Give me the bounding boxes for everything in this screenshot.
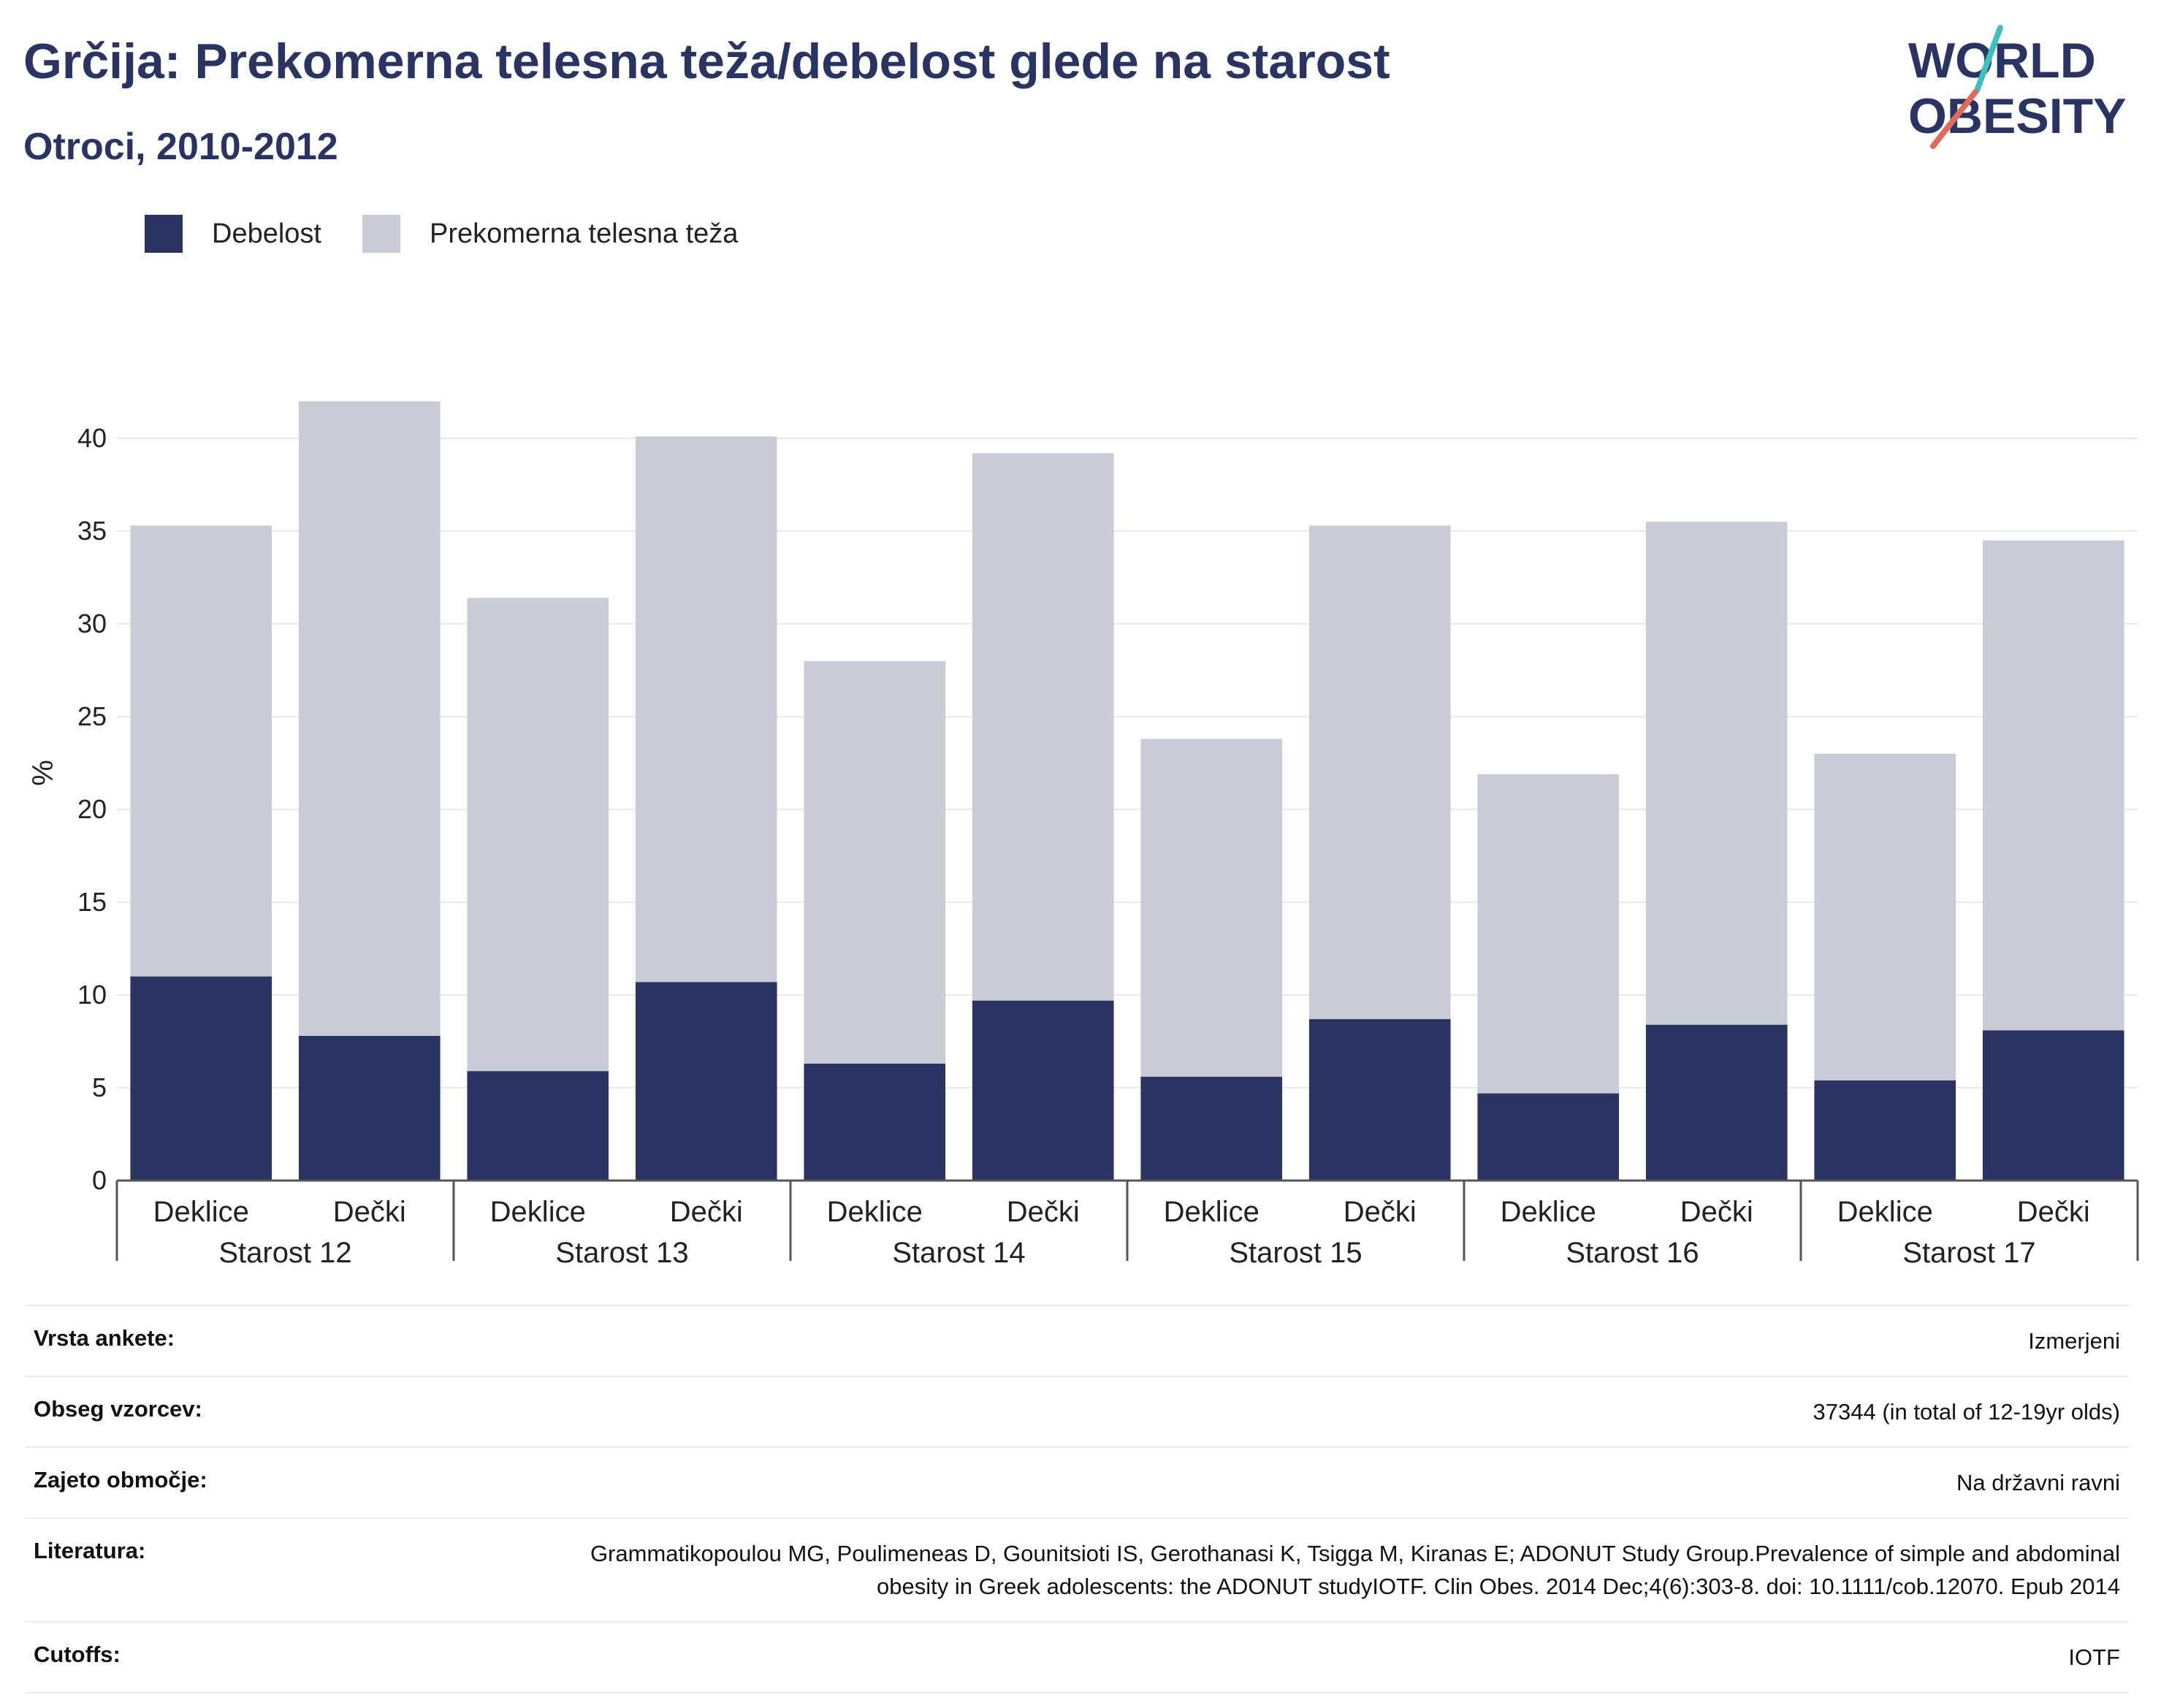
bar-obesity[interactable] bbox=[1982, 1030, 2124, 1181]
x-subcategory-label: Deklice bbox=[1501, 1196, 1596, 1228]
y-tick-label: 25 bbox=[77, 701, 107, 731]
bar-overweight[interactable] bbox=[1140, 739, 1283, 1077]
bar-obesity[interactable] bbox=[972, 1000, 1114, 1181]
bar-overweight[interactable] bbox=[1645, 522, 1788, 1025]
info-row-sample-size: Obseg vzorcev: 37344 (in total of 12-19y… bbox=[25, 1375, 2129, 1446]
y-tick-label: 10 bbox=[77, 980, 107, 1010]
info-label: Cutoffs: bbox=[34, 1641, 121, 1667]
grid-lines bbox=[117, 438, 2138, 1089]
chart-subtitle: Otroci, 2010-2012 bbox=[23, 126, 338, 168]
bar-overweight[interactable] bbox=[1982, 540, 2124, 1031]
survey-info-table: Vrsta ankete: Izmerjeni Obseg vzorcev: 3… bbox=[25, 1305, 2129, 1693]
logo-slash-coral bbox=[1930, 89, 1978, 149]
bar-obesity[interactable] bbox=[1645, 1024, 1788, 1181]
bar-overweight[interactable] bbox=[1814, 753, 1956, 1080]
bar-obesity[interactable] bbox=[1477, 1093, 1620, 1181]
bar-obesity[interactable] bbox=[804, 1063, 946, 1181]
bar-obesity[interactable] bbox=[298, 1035, 441, 1181]
legend-label-obesity: Debelost bbox=[212, 218, 321, 249]
info-label: Zajeto območje: bbox=[34, 1466, 207, 1492]
bar-obesity[interactable] bbox=[1814, 1080, 1956, 1181]
x-group-label: Starost 17 bbox=[1902, 1237, 2035, 1269]
info-label: Obseg vzorcev: bbox=[34, 1395, 202, 1422]
bar-overweight[interactable] bbox=[130, 525, 272, 977]
x-subcategory-label: Deklice bbox=[827, 1196, 923, 1228]
bar-obesity[interactable] bbox=[635, 982, 777, 1181]
bar-obesity[interactable] bbox=[1308, 1019, 1451, 1181]
x-subcategory-label: Dečki bbox=[1680, 1196, 1753, 1228]
logo-line1: WORLD bbox=[1908, 33, 2096, 88]
x-subcategory-label: Dečki bbox=[333, 1196, 406, 1228]
info-value: IOTF bbox=[2068, 1644, 2120, 1670]
legend-item-obesity[interactable]: Debelost bbox=[145, 215, 321, 253]
bar-overweight[interactable] bbox=[804, 660, 946, 1064]
info-row-literature: Literatura: Grammatikopoulou MG, Poulime… bbox=[25, 1517, 2129, 1621]
bar-overweight[interactable] bbox=[467, 598, 609, 1072]
info-row-survey-type: Vrsta ankete: Izmerjeni bbox=[25, 1305, 2129, 1376]
y-tick-label: 20 bbox=[77, 794, 107, 824]
x-group-label: Starost 13 bbox=[555, 1237, 688, 1269]
world-obesity-logo: WORLD OBESITY bbox=[1908, 25, 2127, 149]
stacked-bar-chart: 0 5 10 15 20 25 30 35 40 Deklice Dečki Deklice Dečki… bbox=[27, 401, 2139, 1269]
info-value: Izmerjeni bbox=[2028, 1328, 2120, 1354]
x-subcategory-label: Deklice bbox=[153, 1196, 249, 1228]
x-group-label: Starost 14 bbox=[892, 1237, 1025, 1269]
x-subcategory-label: Dečki bbox=[2017, 1196, 2090, 1228]
y-tick-label: 30 bbox=[77, 609, 107, 638]
x-subcategory-label: Deklice bbox=[1837, 1196, 1933, 1228]
y-tick-label: 5 bbox=[92, 1072, 107, 1102]
legend-swatch-overweight bbox=[362, 215, 400, 253]
bar-overweight[interactable] bbox=[298, 401, 441, 1036]
x-subcategory-label: Dečki bbox=[1344, 1196, 1417, 1228]
y-tick-label: 35 bbox=[77, 516, 107, 546]
x-group-label: Starost 12 bbox=[218, 1237, 351, 1269]
bar-overweight[interactable] bbox=[1308, 525, 1451, 1020]
bar-overweight[interactable] bbox=[635, 436, 777, 983]
bars bbox=[130, 401, 2124, 1181]
info-row-coverage: Zajeto območje: Na državni ravni bbox=[25, 1446, 2129, 1517]
axes: 0 5 10 15 20 25 30 35 40 Deklice Dečki Deklice Dečki… bbox=[77, 423, 2139, 1269]
chart-title: Grčija: Prekomerna telesna teža/debelost… bbox=[23, 34, 1390, 89]
x-subcategory-label: Dečki bbox=[1007, 1196, 1080, 1228]
y-axis-label: % bbox=[27, 760, 59, 786]
legend-label-overweight: Prekomerna telesna teža bbox=[429, 218, 739, 249]
legend-swatch-obesity bbox=[145, 215, 183, 253]
info-label: Vrsta ankete: bbox=[34, 1325, 175, 1351]
y-tick-label: 0 bbox=[92, 1165, 107, 1195]
info-label: Literatura: bbox=[34, 1537, 146, 1563]
chart-legend: Debelost Prekomerna telesna teža bbox=[145, 215, 779, 253]
info-value: 37344 (in total of 12-19yr olds) bbox=[1813, 1398, 2120, 1425]
info-value: Na državni ravni bbox=[1956, 1469, 2120, 1495]
x-subcategory-label: Dečki bbox=[670, 1196, 743, 1228]
info-row-cutoffs: Cutoffs: IOTF bbox=[25, 1620, 2129, 1693]
bar-obesity[interactable] bbox=[130, 976, 272, 1181]
info-value: Grammatikopoulou MG, Poulimeneas D, Goun… bbox=[590, 1540, 2120, 1599]
bar-obesity[interactable] bbox=[467, 1071, 609, 1181]
y-tick-label: 15 bbox=[77, 887, 107, 917]
bar-overweight[interactable] bbox=[972, 453, 1114, 1001]
legend-item-overweight[interactable]: Prekomerna telesna teža bbox=[362, 215, 738, 253]
y-tick-label: 40 bbox=[77, 423, 107, 453]
x-group-label: Starost 16 bbox=[1566, 1237, 1699, 1269]
x-subcategory-label: Deklice bbox=[1164, 1196, 1259, 1228]
logo-slash-teal bbox=[1974, 25, 2003, 94]
x-subcategory-label: Deklice bbox=[490, 1196, 586, 1228]
x-group-label: Starost 15 bbox=[1229, 1237, 1362, 1269]
bar-overweight[interactable] bbox=[1477, 774, 1620, 1094]
bar-obesity[interactable] bbox=[1140, 1076, 1283, 1181]
